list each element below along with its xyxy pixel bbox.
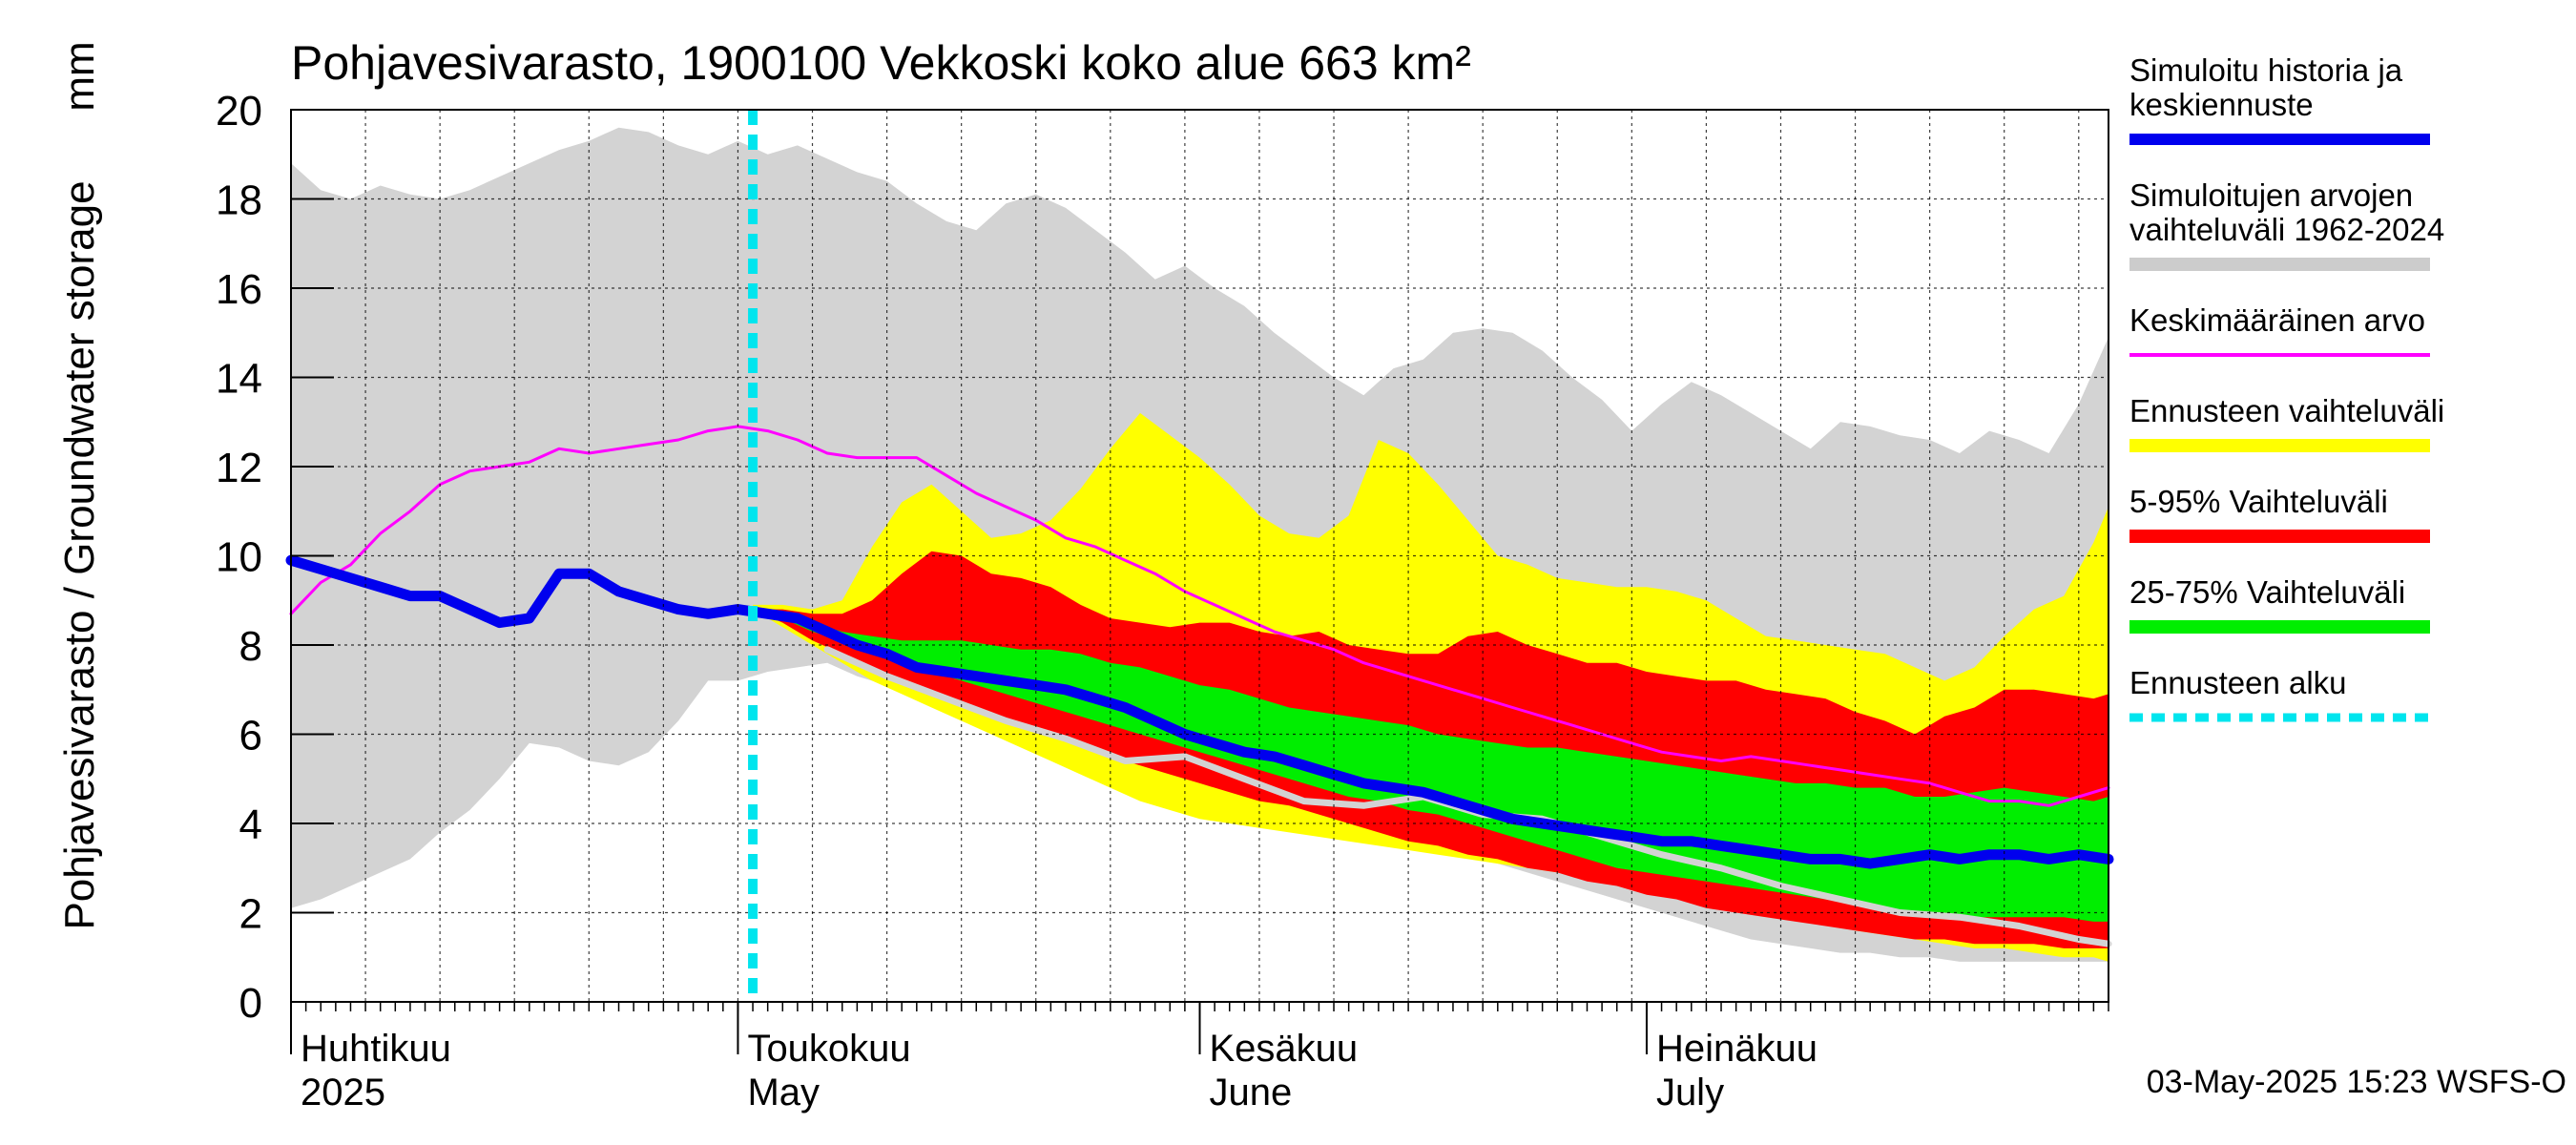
legend-label-2: Keskimääräinen arvo [2129,302,2425,338]
x-month-sublabel: July [1656,1072,1724,1114]
chart-title: Pohjavesivarasto, 1900100 Vekkoski koko … [291,36,1471,90]
x-month-label: Heinäkuu [1656,1028,1818,1070]
y-tick-label: 0 [239,980,262,1027]
x-month-label: Huhtikuu [301,1028,451,1070]
legend-label-0: Simuloitu historia ja [2129,52,2403,88]
legend-label-5: 25-75% Vaihteluväli [2129,574,2405,610]
y-axis-unit: mm [56,41,103,111]
legend-label-6: Ennusteen alku [2129,665,2347,700]
line-6 [285,554,2114,869]
x-month-label: Kesäkuu [1210,1028,1359,1070]
y-tick-label: 20 [216,88,262,135]
y-tick-label: 8 [239,623,262,670]
y-tick-label: 12 [216,445,262,491]
band-3 [753,609,2109,922]
x-month-sublabel: 2025 [301,1072,385,1114]
legend-label-0: keskiennuste [2129,87,2314,122]
legend-label-1: Simuloitujen arvojen [2129,177,2413,213]
x-month-sublabel: May [747,1072,820,1114]
y-tick-label: 14 [216,356,262,403]
plot-area [285,110,2114,1002]
line-5 [289,425,2110,807]
legend-label-3: Ennusteen vaihteluväli [2129,393,2444,428]
legend-label-1: vaihteluväli 1962-2024 [2129,212,2444,247]
y-tick-label: 4 [239,802,262,848]
legend-label-4: 5-95% Vaihteluväli [2129,484,2388,519]
y-tick-label: 16 [216,266,262,313]
x-month-label: Toukokuu [747,1028,910,1070]
footer-timestamp: 03-May-2025 15:23 WSFS-O [2147,1064,2566,1100]
x-month-sublabel: June [1210,1072,1293,1114]
y-axis-label: Pohjavesivarasto / Groundwater storage [56,180,103,929]
y-tick-label: 2 [239,891,262,938]
y-tick-label: 18 [216,177,262,224]
y-tick-label: 6 [239,713,262,760]
y-tick-label: 10 [216,534,262,581]
